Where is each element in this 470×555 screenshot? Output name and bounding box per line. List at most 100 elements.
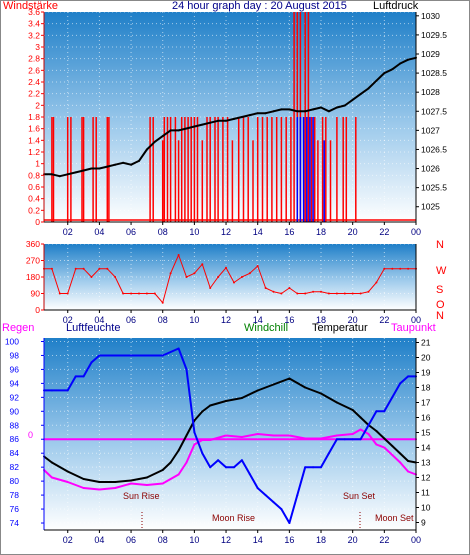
x-tick-label: 08 (158, 535, 168, 545)
wind-direction-line-point (312, 290, 315, 293)
pressure-line-point (375, 79, 378, 82)
dewpoint-line-point (66, 481, 69, 483)
dewpoint-line-point (240, 436, 243, 438)
wind-direction-line-point (335, 292, 338, 295)
wind-direction-line-point (145, 292, 148, 295)
y-tick-label: 3.4 (28, 19, 40, 29)
y-tick-label: 15 (421, 428, 431, 438)
humidity-line-point (193, 431, 196, 434)
y-tick-label: 1028 (421, 87, 440, 97)
y-tick-label: 16 (421, 413, 431, 423)
humidity-line-point (185, 368, 188, 371)
wind-direction-line-point (201, 263, 204, 266)
pressure-line-point (327, 110, 330, 113)
humidity-line-point (233, 466, 235, 469)
humidity-line-point (280, 508, 283, 511)
y-tick-label: 1.2 (28, 147, 40, 157)
y-tick-label: 1 (35, 159, 40, 169)
humidity-line-point (90, 361, 93, 364)
wind-direction-line-point (391, 267, 394, 270)
wind-direction-line-point (320, 290, 322, 293)
x-tick-label: 12 (221, 535, 231, 545)
y-tick-label: 86 (10, 434, 20, 444)
humidity-line-point (98, 354, 101, 357)
wind-direction-line-point (383, 267, 386, 270)
temperature-line-point (320, 392, 322, 395)
temperature-line-point (296, 382, 299, 384)
pressure-line-point (256, 112, 259, 115)
x-tick-label: 12 (221, 315, 231, 325)
wind-direction-line-point (217, 276, 220, 278)
y-tick-label: 270 (26, 256, 40, 266)
pressure-line-point (304, 110, 307, 113)
humidity-line-point (399, 382, 402, 385)
wind-direction-line-point (74, 267, 77, 270)
humidity-line-point (217, 459, 220, 462)
pressure-line-point (209, 121, 212, 124)
y-tick-label: 17 (421, 398, 431, 408)
x-tick-label: 16 (284, 315, 294, 325)
dewpoint-line-point (193, 443, 196, 446)
panel2-series (43, 254, 417, 304)
y-tick-label: 100 (5, 336, 19, 346)
humidity-line-point (343, 438, 346, 441)
wind-direction-line-point (256, 265, 259, 267)
y-tick-label: 10 (421, 503, 431, 513)
pressure-line-point (130, 163, 133, 166)
wind-direction-line-point (399, 267, 402, 270)
pressure-line-point (359, 93, 362, 96)
dewpoint-line-point (375, 443, 378, 446)
humidity-line-point (407, 375, 410, 378)
pressure-line-point (122, 161, 125, 164)
x-tick-label: 20 (348, 315, 358, 325)
y-tick-label: 0.4 (28, 194, 40, 204)
temperature-line-point (391, 445, 394, 447)
x-tick-label: 10 (189, 315, 199, 325)
wind-direction-line-point (375, 281, 378, 284)
humidity-line-point (383, 410, 386, 413)
humidity-line-point (327, 452, 330, 455)
humidity-line-point (130, 354, 133, 357)
wind-direction-line-point (296, 292, 299, 295)
regen-label: Regen (2, 322, 34, 334)
x-tick-label: 18 (316, 535, 326, 545)
x-tick-label: 18 (316, 227, 326, 237)
pressure-line-point (138, 159, 140, 162)
wind-direction-line-point (225, 266, 227, 269)
wind-direction-line-point (138, 292, 140, 295)
pressure-line-point (351, 98, 354, 101)
compass-label: W (436, 265, 447, 277)
temperature-line-point (185, 434, 188, 437)
humidity-line-point (296, 494, 299, 497)
dewpoint-line-point (256, 433, 259, 435)
pressure-line-point (161, 135, 164, 138)
humidity-line-point (82, 375, 85, 378)
temperature-line-point (240, 397, 243, 399)
regen-zero-label: 0 (28, 430, 33, 440)
pressure-line-point (201, 123, 204, 126)
x-tick-label: 00 (411, 315, 421, 325)
wind-direction-line-point (359, 292, 362, 295)
pressure-line-point (335, 106, 338, 109)
temperature-line-point (256, 389, 259, 392)
y-tick-label: 1027.5 (421, 106, 447, 116)
y-tick-label: 18 (421, 383, 431, 393)
dewpoint-line-point (145, 484, 148, 486)
wind-direction-line-point (407, 267, 410, 270)
pressure-line-point (90, 167, 93, 170)
temperature-line-point (335, 401, 338, 404)
pressure-line-point (280, 108, 283, 111)
wind-direction-line-point (327, 292, 330, 295)
dewpoint-line-point (272, 434, 275, 437)
wind-direction-line-point (122, 292, 125, 295)
wind-direction-line-point (58, 292, 61, 295)
humidity-line-point (240, 459, 243, 462)
y-tick-label: 3.6 (28, 7, 40, 17)
y-tick-label: 90 (10, 406, 20, 416)
pressure-line-point (320, 106, 322, 109)
pressure-line-point (367, 87, 370, 90)
x-tick-label: 06 (126, 315, 136, 325)
pressure-line-point (312, 108, 315, 111)
wind-direction-line-point (177, 254, 180, 256)
